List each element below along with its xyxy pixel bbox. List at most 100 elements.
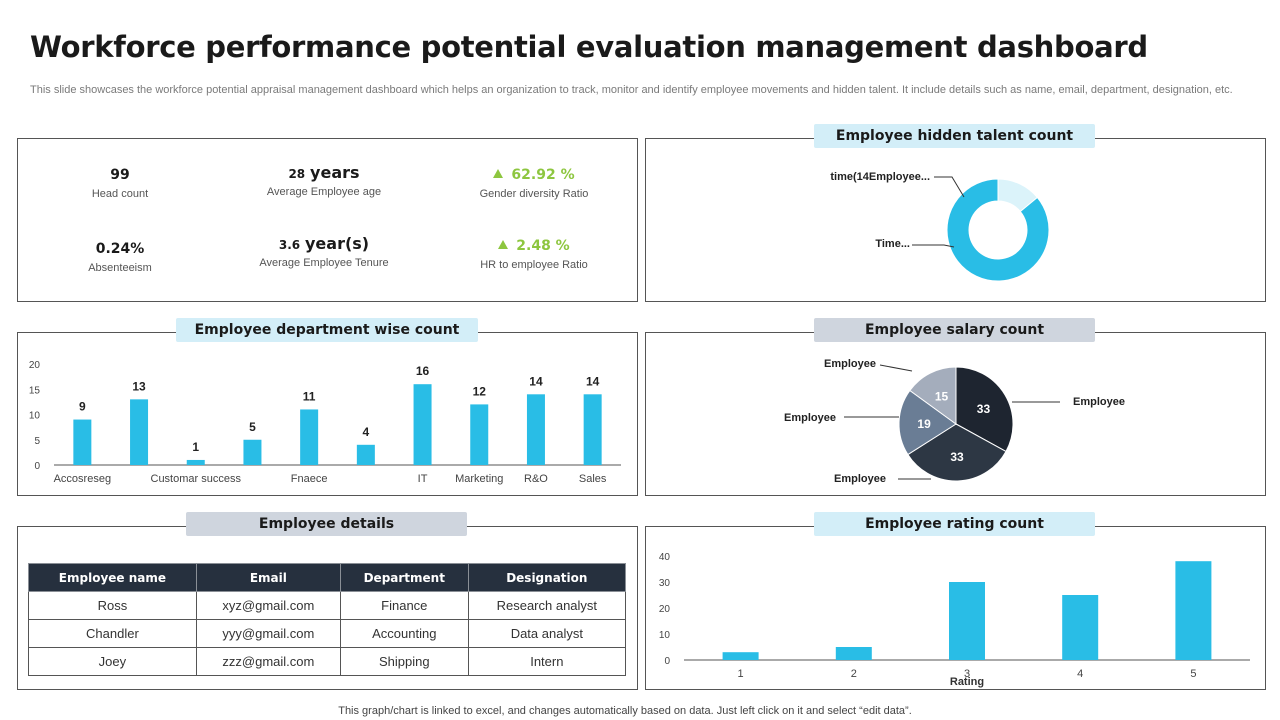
data-label: 12 xyxy=(473,384,487,398)
x-tick-label: Sales xyxy=(579,473,607,485)
column-header: Employee name xyxy=(28,563,197,592)
cell-designation: Data analyst xyxy=(467,619,627,648)
salary-title: Employee salary count xyxy=(814,318,1095,342)
kpi-label: Absenteeism xyxy=(88,262,152,274)
y-tick-label: 0 xyxy=(664,656,670,667)
bar xyxy=(243,439,262,465)
x-tick-label: Marketing xyxy=(455,473,503,485)
data-label: 33 xyxy=(950,450,964,464)
department-chart: 0 5 10 15 20 9 Accosreseg 13 1 Customar success 5 1… xyxy=(29,360,621,485)
hidden-talent-panel: time(14Employee... Time... xyxy=(645,138,1266,302)
rating-panel: 0 10 20 30 40 1 2 3 4 5 Rating xyxy=(645,526,1266,690)
pie-slice xyxy=(955,366,1014,453)
bar xyxy=(526,394,545,465)
slice-label: Employee xyxy=(784,412,836,424)
kpi-label: Head count xyxy=(91,188,149,200)
cell-name: Joey xyxy=(28,647,197,676)
page-subtitle: This slide showcases the workforce poten… xyxy=(30,84,1233,96)
data-label: 14 xyxy=(586,374,600,388)
x-tick-label: 1 xyxy=(738,668,744,680)
cell-department: Finance xyxy=(339,591,469,620)
data-label: 5 xyxy=(249,420,256,434)
kpi-label: HR to employee Ratio xyxy=(480,259,588,271)
bar xyxy=(300,409,319,465)
column-header: Department xyxy=(339,563,469,592)
bar xyxy=(835,647,872,660)
kpi-avg-age: 28 years Average Employee age xyxy=(234,163,414,198)
details-title: Employee details xyxy=(186,512,467,536)
kpi-absenteeism: 0.24% Absenteeism xyxy=(30,239,210,274)
data-label: 14 xyxy=(529,374,543,388)
cell-email: zzz@gmail.com xyxy=(195,647,341,676)
column-header: Designation xyxy=(467,563,627,592)
cell-email: xyz@gmail.com xyxy=(195,591,341,620)
x-tick-label: 4 xyxy=(1077,668,1083,680)
kpi-number: 28 xyxy=(288,167,306,181)
hidden-talent-chart: time(14Employee... Time... xyxy=(830,171,1050,282)
details-panel: Employee name Email Department Designati… xyxy=(17,526,638,690)
slice-label: Employee xyxy=(1073,396,1125,408)
x-tick-label: 5 xyxy=(1190,668,1196,680)
y-tick-label: 10 xyxy=(659,630,671,641)
kpi-unit: years xyxy=(310,163,360,182)
kpi-label: Average Employee Tenure xyxy=(259,257,389,269)
kpi-value: 3.6 year(s) xyxy=(234,234,414,254)
kpi-label: Average Employee age xyxy=(266,186,382,198)
data-label: 19 xyxy=(917,417,931,431)
kpi-value: 2.48 % xyxy=(444,236,624,256)
bar xyxy=(73,419,92,465)
x-tick-label: 2 xyxy=(851,668,857,680)
bar xyxy=(1175,561,1212,660)
pie-slice xyxy=(909,366,957,425)
footer-note: This graph/chart is linked to excel, and… xyxy=(0,705,1280,717)
table-header-row: Employee name Email Department Designati… xyxy=(28,563,627,592)
data-label: 9 xyxy=(79,400,86,414)
kpi-avg-tenure: 3.6 year(s) Average Employee Tenure xyxy=(234,234,414,269)
bar xyxy=(130,399,149,465)
kpi-unit: year(s) xyxy=(305,234,370,253)
x-tick-label: Fnaece xyxy=(291,473,328,485)
department-panel: 0 5 10 15 20 9 Accosreseg 13 1 Customar success 5 1… xyxy=(17,332,638,496)
data-label: 16 xyxy=(416,364,430,378)
bar xyxy=(583,394,602,465)
kpi-gender-ratio: 62.92 % Gender diversity Ratio xyxy=(444,165,624,200)
salary-panel: 33 33 19 15 Employee Employee Employee Employee xyxy=(645,332,1266,496)
pie-slice xyxy=(898,389,957,456)
y-tick-label: 20 xyxy=(29,360,41,371)
cell-designation: Research analyst xyxy=(467,591,627,620)
data-label: 4 xyxy=(363,425,370,439)
data-label: 11 xyxy=(303,389,316,403)
kpi-value: 62.92 % xyxy=(444,165,624,185)
leader-line xyxy=(934,176,965,198)
leader-line xyxy=(912,244,955,248)
kpi-value: 0.24% xyxy=(95,241,145,257)
data-label: 13 xyxy=(132,379,146,393)
x-tick-label: R&O xyxy=(524,473,548,485)
table-row: Chandler yyy@gmail.com Accounting Data a… xyxy=(28,619,627,648)
kpi-number: 2.48 % xyxy=(516,238,570,254)
y-tick-label: 30 xyxy=(659,578,671,589)
bar xyxy=(722,652,759,660)
kpi-value: 28 years xyxy=(234,163,414,183)
kpi-value: 99 xyxy=(110,167,130,183)
x-tick-label: IT xyxy=(418,473,428,485)
up-triangle-icon xyxy=(493,169,504,178)
table-row: Joey zzz@gmail.com Shipping Intern xyxy=(28,647,627,676)
data-label: 33 xyxy=(977,402,991,416)
kpi-label: Gender diversity Ratio xyxy=(479,188,589,200)
pie-slice xyxy=(907,423,1007,482)
data-label: 15 xyxy=(935,390,949,404)
x-tick-label: Accosreseg xyxy=(54,473,111,485)
bar xyxy=(413,384,432,465)
bar xyxy=(949,582,985,660)
hidden-talent-title: Employee hidden talent count xyxy=(814,124,1095,148)
footer-text: This graph/chart is linked to excel, and… xyxy=(338,705,912,717)
y-tick-label: 15 xyxy=(29,385,41,396)
slice-label: Employee xyxy=(834,473,886,485)
slice-label: time(14Employee... xyxy=(830,171,930,183)
kpi-number: 3.6 xyxy=(278,238,301,252)
rating-chart: 0 10 20 30 40 1 2 3 4 5 Rating xyxy=(659,552,1250,688)
rating-title: Employee rating count xyxy=(814,512,1095,536)
slice-label: Employee xyxy=(824,358,876,370)
page-title: Workforce performance potential evaluati… xyxy=(30,30,1148,64)
